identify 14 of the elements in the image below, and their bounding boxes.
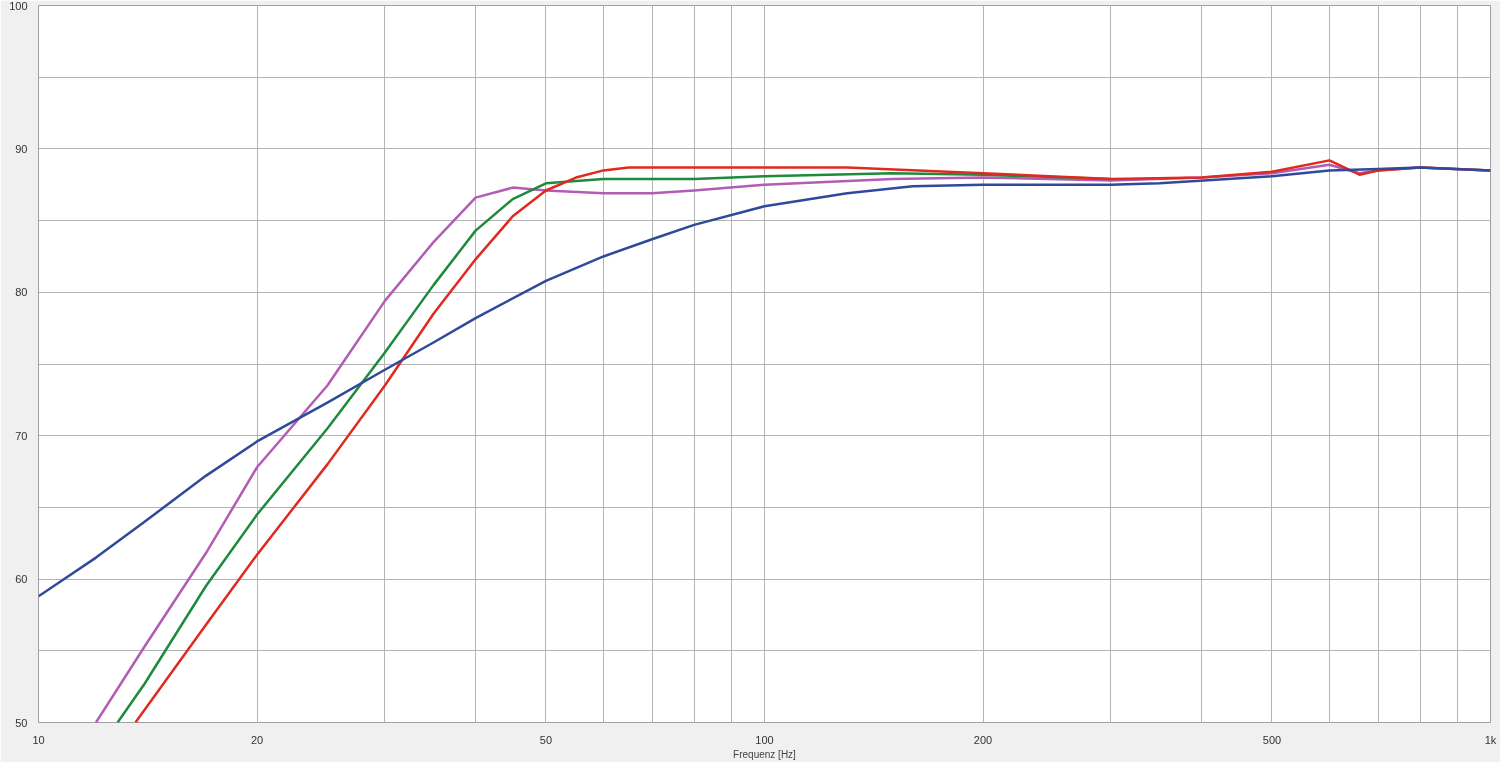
y-tick-label: 50 bbox=[15, 716, 28, 729]
y-tick-label: 90 bbox=[15, 142, 28, 155]
x-tick-label: 1k bbox=[1484, 733, 1497, 746]
x-tick-label: 100 bbox=[755, 733, 774, 746]
y-tick-label: 100 bbox=[9, 0, 28, 12]
y-tick-label: 80 bbox=[15, 286, 28, 299]
x-tick-label: 10 bbox=[32, 733, 45, 746]
x-axis-title: Frequenz [Hz] bbox=[733, 748, 797, 760]
y-tick-label: 60 bbox=[15, 573, 28, 586]
x-tick-label: 200 bbox=[973, 733, 993, 746]
x-tick-label: 20 bbox=[250, 733, 264, 746]
x-tick-label: 500 bbox=[1262, 733, 1282, 746]
y-tick-label: 70 bbox=[15, 429, 28, 442]
x-tick-label: 50 bbox=[539, 733, 553, 746]
